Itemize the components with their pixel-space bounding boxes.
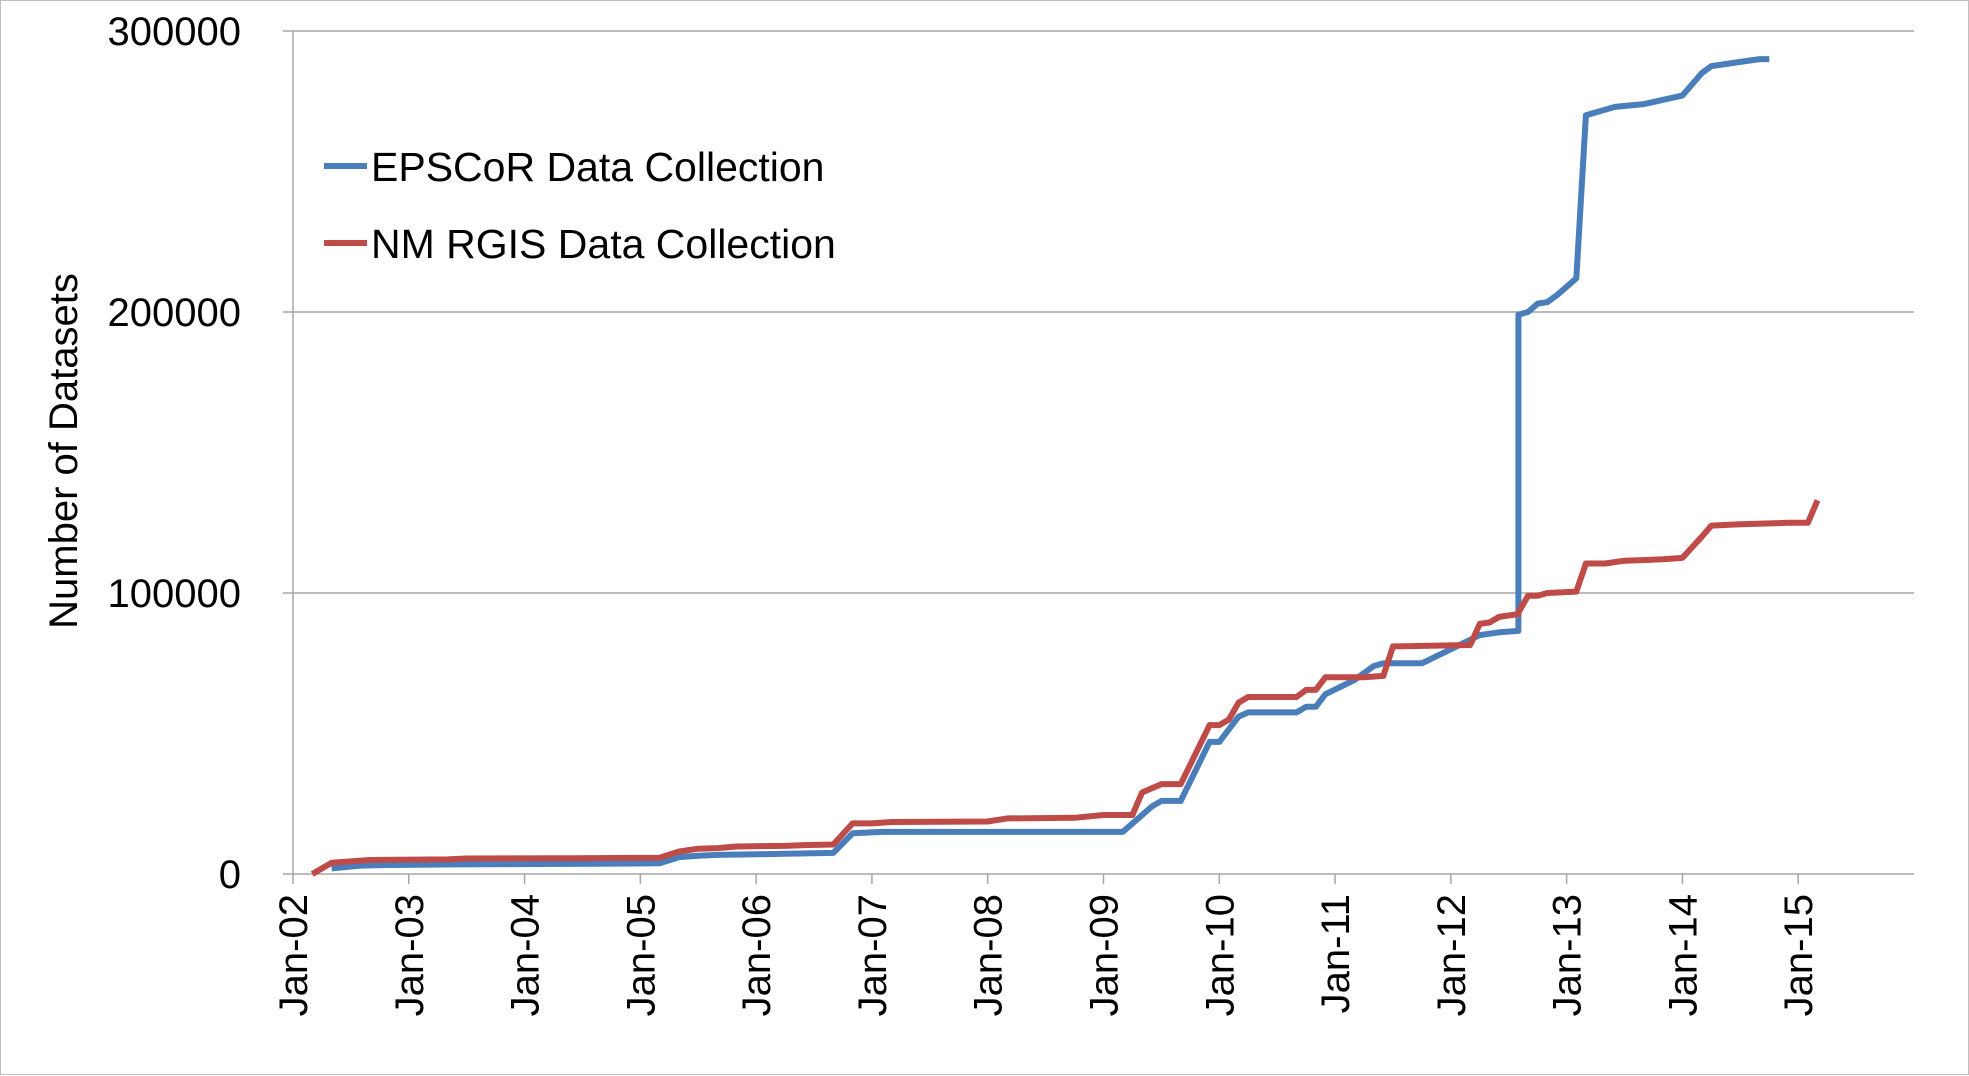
x-tick-label-6: Jan-08 [967, 894, 1011, 1016]
axes: 0 100000 200000 300000 Jan-02 Jan-03 Jan-04 Jan… [108, 10, 1914, 1016]
y-tick-label-1: 100000 [108, 572, 241, 616]
y-axis-title: Number of Datasets [42, 273, 86, 629]
legend: EPSCoR Data Collection NM RGIS Data Coll… [324, 144, 836, 267]
y-tick-label-0: 0 [219, 853, 241, 897]
x-tick-label-7: Jan-09 [1083, 894, 1127, 1016]
x-tick-label-0: Jan-02 [272, 894, 316, 1016]
gridlines [293, 30, 1914, 594]
y-tick-label-2: 200000 [108, 291, 241, 335]
x-tick-label-5: Jan-07 [851, 894, 895, 1016]
series-lines [310, 56, 1821, 877]
x-tick-label-10: Jan-12 [1430, 894, 1474, 1016]
x-tick-label-3: Jan-05 [619, 894, 663, 1016]
legend-label-epscor: EPSCoR Data Collection [371, 144, 824, 190]
x-tick-label-11: Jan-13 [1546, 894, 1590, 1016]
x-tick-label-13: Jan-15 [1777, 894, 1821, 1016]
x-tick-label-1: Jan-03 [388, 894, 432, 1016]
y-tick-label-3: 300000 [108, 10, 241, 54]
x-tick-label-12: Jan-14 [1661, 894, 1705, 1016]
series-line-0 [331, 56, 1770, 872]
x-tick-label-4: Jan-06 [735, 894, 779, 1016]
x-tick-label-9: Jan-11 [1314, 894, 1358, 1013]
series-line-1 [310, 499, 1821, 877]
x-tick-label-2: Jan-04 [504, 894, 548, 1016]
x-tick-label-8: Jan-10 [1198, 894, 1242, 1016]
legend-label-nm-rgis: NM RGIS Data Collection [371, 221, 836, 267]
